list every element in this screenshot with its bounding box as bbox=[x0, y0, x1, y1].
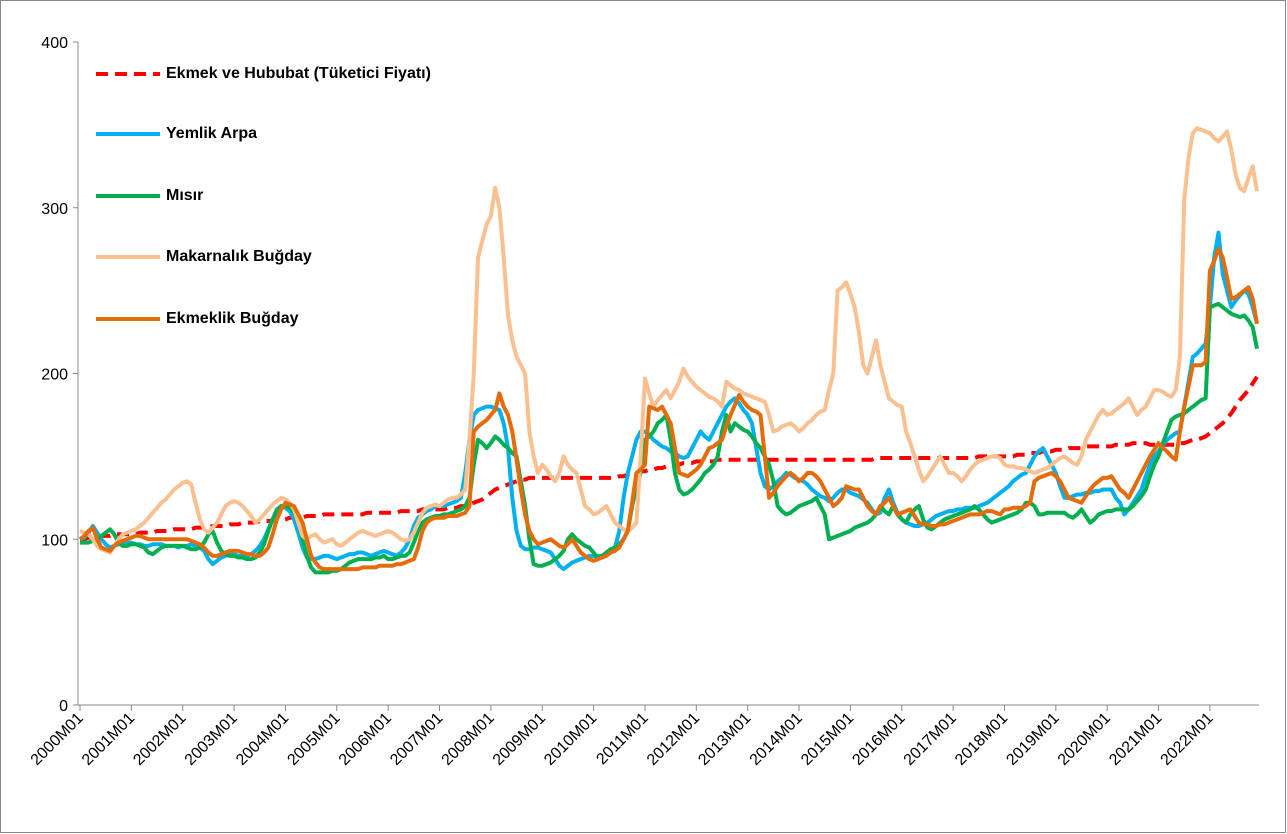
y-tick-label: 200 bbox=[41, 367, 68, 384]
y-tick-label: 400 bbox=[41, 35, 68, 52]
legend-label: Yemlik Arpa bbox=[166, 125, 258, 142]
legend-swatch bbox=[96, 194, 160, 198]
legend-label: Ekmeklik Buğday bbox=[166, 310, 299, 327]
series-line bbox=[79, 126, 1259, 555]
series-line bbox=[78, 247, 1259, 572]
legend-swatch bbox=[96, 317, 160, 321]
legend-swatch bbox=[96, 72, 160, 76]
y-tick-label: 300 bbox=[41, 201, 68, 218]
y-tick-label: 100 bbox=[41, 532, 68, 549]
y-tick-label: 0 bbox=[59, 698, 68, 715]
legend-swatch bbox=[96, 132, 160, 136]
legend-label: Makarnalık Buğday bbox=[166, 248, 312, 265]
legend-label: Ekmek ve Hububat (Tüketici Fiyatı) bbox=[166, 65, 431, 82]
legend-swatch bbox=[96, 255, 160, 259]
legend-label: Mısır bbox=[166, 187, 204, 204]
series-line bbox=[80, 301, 1259, 575]
